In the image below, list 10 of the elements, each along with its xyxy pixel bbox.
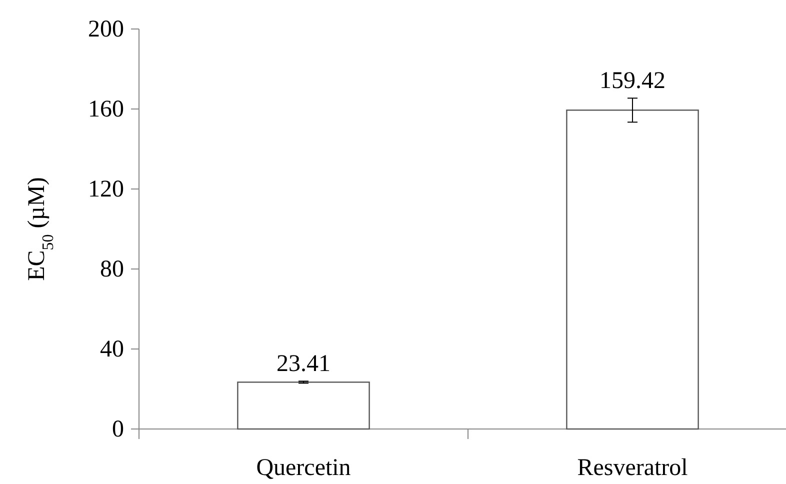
y-tick-label: 0	[112, 416, 124, 443]
data-label: 23.41	[276, 351, 330, 378]
y-tick-label: 80	[100, 256, 124, 283]
data-label: 159.42	[600, 68, 666, 94]
x-tick-label: Quercetin	[256, 455, 351, 481]
x-tick-label: Resveratrol	[577, 455, 688, 481]
y-tick-label: 120	[88, 176, 124, 203]
y-tick-label: 40	[100, 336, 124, 363]
y-tick-label: 160	[88, 96, 124, 123]
y-tick-label: 200	[88, 16, 124, 43]
